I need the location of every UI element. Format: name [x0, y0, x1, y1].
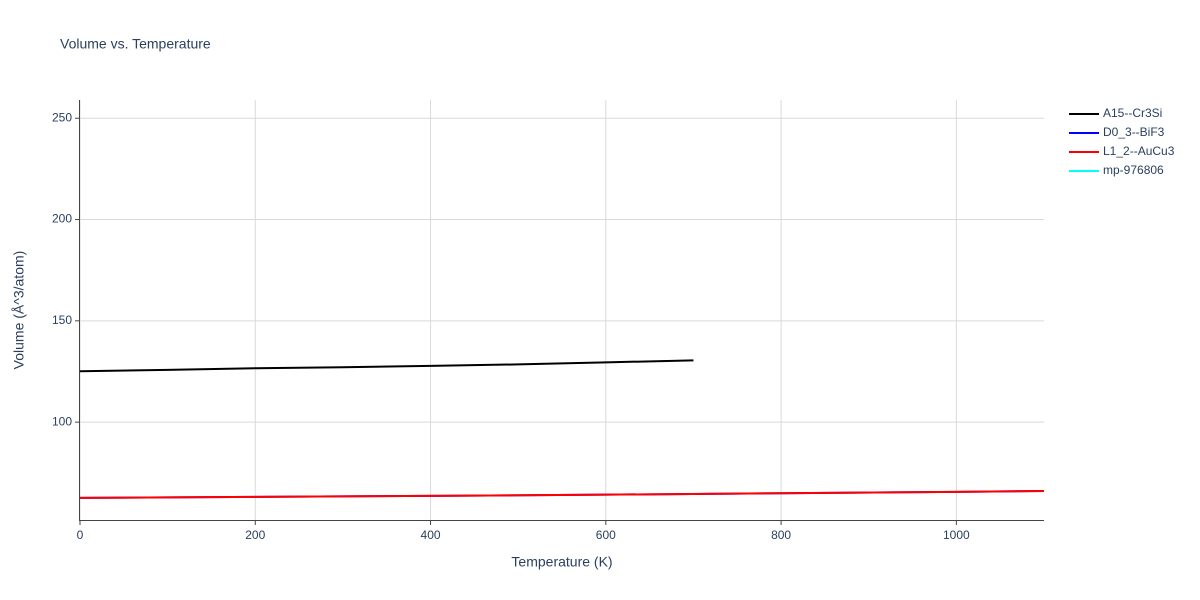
series-line: [79, 359, 694, 373]
y-tick-label: 100: [52, 414, 72, 428]
x-axis-label: Temperature (K): [511, 554, 612, 570]
legend-label[interactable]: A15--Cr3Si: [1103, 106, 1162, 120]
x-tick-label: 800: [771, 528, 791, 542]
x-tick-label: 400: [421, 528, 441, 542]
legend: A15--Cr3Si D0_3--BiF3 L1_2--AuCu3 mp-976806: [1069, 106, 1175, 177]
chart-title: Volume vs. Temperature: [60, 36, 211, 52]
x-tick-label: 200: [245, 528, 265, 542]
plot-area: [79, 359, 1045, 499]
x-tick-label: 0: [77, 528, 84, 542]
legend-label[interactable]: L1_2--AuCu3: [1103, 144, 1175, 158]
grid: [79, 100, 1044, 520]
legend-label[interactable]: D0_3--BiF3: [1103, 125, 1165, 139]
legend-label[interactable]: mp-976806: [1103, 163, 1164, 177]
series-line: [79, 490, 1045, 499]
axes: 100 150 200 250 0 200 400 600 800 1000: [52, 100, 1044, 542]
y-tick-label: 250: [52, 110, 72, 124]
y-tick-label: 200: [52, 212, 72, 226]
x-tick-label: 600: [596, 528, 616, 542]
x-tick-label: 1000: [943, 528, 970, 542]
y-axis-label: Volume (Å^3/atom): [11, 251, 27, 370]
y-tick-label: 150: [52, 313, 72, 327]
